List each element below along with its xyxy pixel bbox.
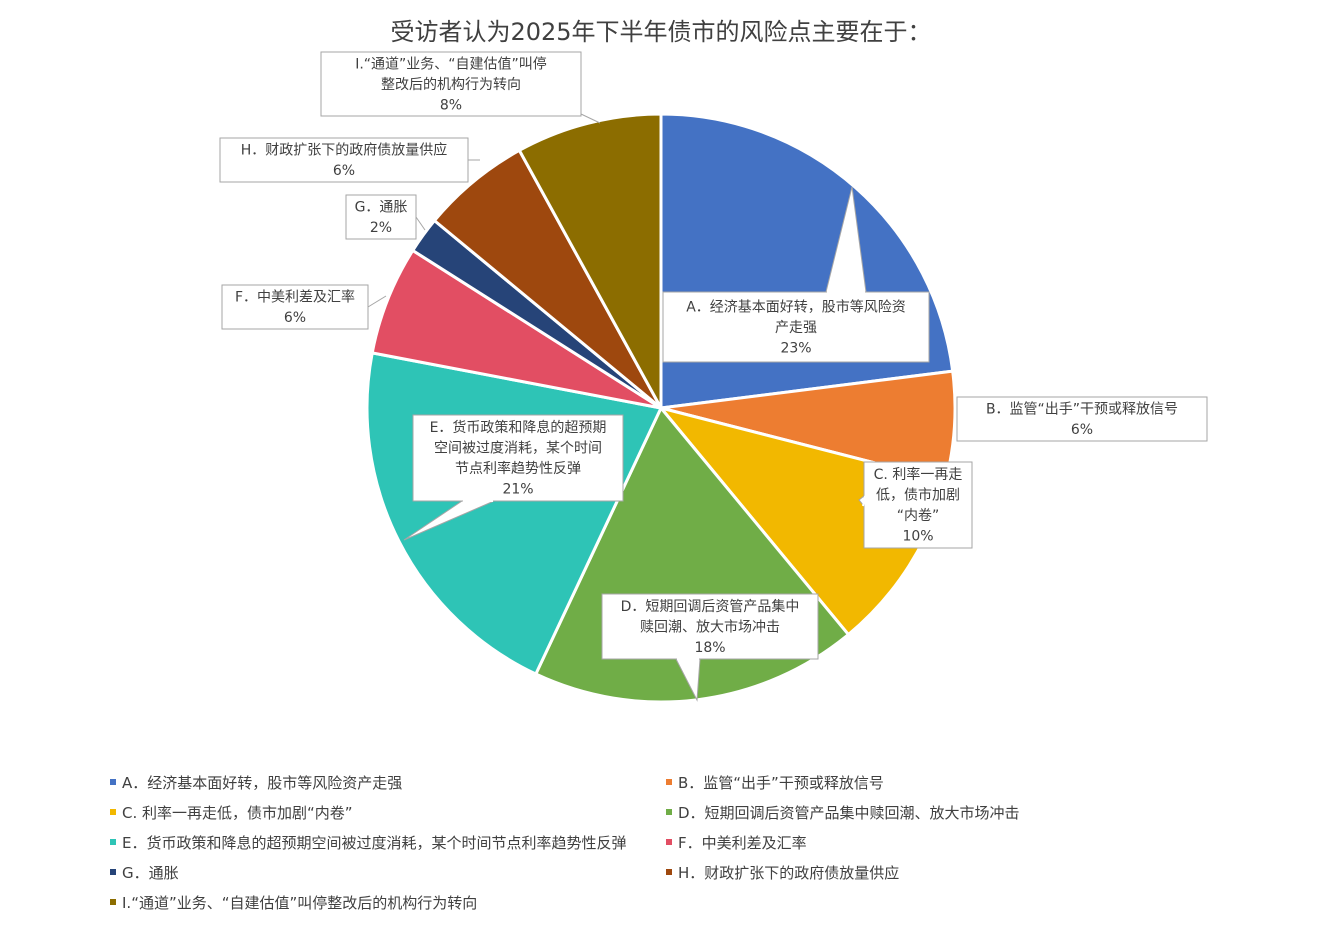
chart-title: 受访者认为2025年下半年债市的风险点主要在于： <box>390 18 931 46</box>
data-label-value-b: 6% <box>1071 422 1093 438</box>
legend-swatch-e <box>110 839 116 845</box>
callout-box-i <box>320 51 582 117</box>
data-label-value-h: 6% <box>333 163 355 179</box>
data-label-text-h: H．财政扩张下的政府债放量供应 <box>241 142 448 159</box>
data-label-value-e: 21% <box>502 482 533 498</box>
callout-d: D．短期回调后资管产品集中赎回潮、放大市场冲击 18% <box>601 593 819 702</box>
callout-box-g <box>345 194 417 240</box>
data-label-text-c: “内卷” <box>897 508 940 524</box>
data-label-text-i: I.“通道”业务、“自建估值”叫停 <box>355 55 547 72</box>
legend-entry-i: I.“通道”业务、“自建估值”叫停整改后的机构行为转向 <box>110 894 477 912</box>
callout-box-b <box>956 396 1208 442</box>
callout-b: B．监管“出手”干预或释放信号 6% <box>956 396 1208 442</box>
legend-entry-e: E．货币政策和降息的超预期空间被过度消耗，某个时间节点利率趋势性反弹 <box>110 834 626 852</box>
legend-label-d: D．短期回调后资管产品集中赎回潮、放大市场冲击 <box>678 804 1020 822</box>
legend-swatch-a <box>110 779 116 785</box>
callout-f: F．中美利差及汇率 6% <box>221 284 387 330</box>
legend-swatch-i <box>110 899 116 905</box>
data-label-text-b: B．监管“出手”干预或释放信号 <box>986 402 1178 418</box>
legend-swatch-f <box>666 839 672 845</box>
legend-entry-c: C. 利率一再走低，债市加剧“内卷” <box>110 804 353 822</box>
legend-entry-h: H．财政扩张下的政府债放量供应 <box>666 864 899 882</box>
legend-swatch-d <box>666 809 672 815</box>
callout-box-a <box>662 291 930 363</box>
legend: A．经济基本面好转，股市等风险资产走强 B．监管“出手”干预或释放信号 C. 利率一… <box>110 774 1020 912</box>
legend-label-h: H．财政扩张下的政府债放量供应 <box>678 864 899 882</box>
legend-label-f: F．中美利差及汇率 <box>678 834 807 852</box>
data-label-text-f: F．中美利差及汇率 <box>235 289 355 306</box>
callout-c: C. 利率一再走低，债市加剧 “内卷” 10% <box>858 461 973 549</box>
legend-entry-b: B．监管“出手”干预或释放信号 <box>666 774 884 792</box>
callout-box-e <box>412 414 624 502</box>
legend-label-g: G．通胀 <box>122 864 179 882</box>
callout-g: G．通胀 2% <box>345 194 426 240</box>
data-label-value-d: 18% <box>694 640 725 656</box>
data-label-text-c: 低，债市加剧 <box>876 487 960 504</box>
legend-entry-f: F．中美利差及汇率 <box>666 834 807 852</box>
legend-swatch-h <box>666 869 672 875</box>
callout-a: A．经济基本面好转，股市等风险资产走强 23% <box>662 186 930 363</box>
legend-label-b: B．监管“出手”干预或释放信号 <box>678 774 884 792</box>
data-labels: A．经济基本面好转，股市等风险资产走强 23% B．监管“出手”干预或释放信号 6% C… <box>219 51 1208 702</box>
data-label-value-a: 23% <box>780 340 811 356</box>
callout-e: E．货币政策和降息的超预期空间被过度消耗，某个时间节点利率趋势性反弹 21% <box>403 414 624 541</box>
data-label-text-d: 赎回潮、放大市场冲击 <box>640 618 780 635</box>
pie-slice-i <box>517 112 663 409</box>
legend-entry-a: A．经济基本面好转，股市等风险资产走强 <box>110 774 402 792</box>
data-label-text-c: C. 利率一再走 <box>874 466 963 483</box>
data-label-text-e: E．货币政策和降息的超预期 <box>430 419 607 436</box>
legend-swatch-c <box>110 809 116 815</box>
data-label-text-e: 节点利率趋势性反弹 <box>455 460 581 477</box>
data-label-text-i: 整改后的机构行为转向 <box>381 77 521 93</box>
callout-box-c <box>863 461 973 549</box>
legend-label-i: I.“通道”业务、“自建估值”叫停整改后的机构行为转向 <box>122 894 477 912</box>
callout-i: I.“通道”业务、“自建估值”叫停整改后的机构行为转向 8% <box>320 51 601 124</box>
legend-swatch-b <box>666 779 672 785</box>
legend-entry-g: G．通胀 <box>110 864 179 882</box>
data-label-value-g: 2% <box>370 220 392 236</box>
pie-slice-a <box>659 112 955 410</box>
data-label-text-e: 空间被过度消耗，某个时间 <box>434 441 602 457</box>
callout-box-f <box>221 284 369 330</box>
callout-box-d <box>601 593 819 660</box>
legend-entry-d: D．短期回调后资管产品集中赎回潮、放大市场冲击 <box>666 804 1020 822</box>
legend-label-e: E．货币政策和降息的超预期空间被过度消耗，某个时间节点利率趋势性反弹 <box>122 834 626 852</box>
legend-label-a: A．经济基本面好转，股市等风险资产走强 <box>122 774 402 792</box>
data-label-value-c: 10% <box>902 529 933 545</box>
callout-box-h <box>219 137 469 183</box>
legend-label-c: C. 利率一再走低，债市加剧“内卷” <box>122 804 353 822</box>
data-label-value-i: 8% <box>440 97 462 113</box>
callout-h: H．财政扩张下的政府债放量供应 6% <box>219 137 480 183</box>
data-label-text-d: D．短期回调后资管产品集中 <box>621 598 800 615</box>
data-label-text-a: 产走强 <box>775 320 817 336</box>
data-label-text-g: G．通胀 <box>355 200 408 216</box>
data-label-value-f: 6% <box>284 310 306 326</box>
data-label-text-a: A．经济基本面好转，股市等风险资 <box>686 298 906 315</box>
legend-swatch-g <box>110 869 116 875</box>
